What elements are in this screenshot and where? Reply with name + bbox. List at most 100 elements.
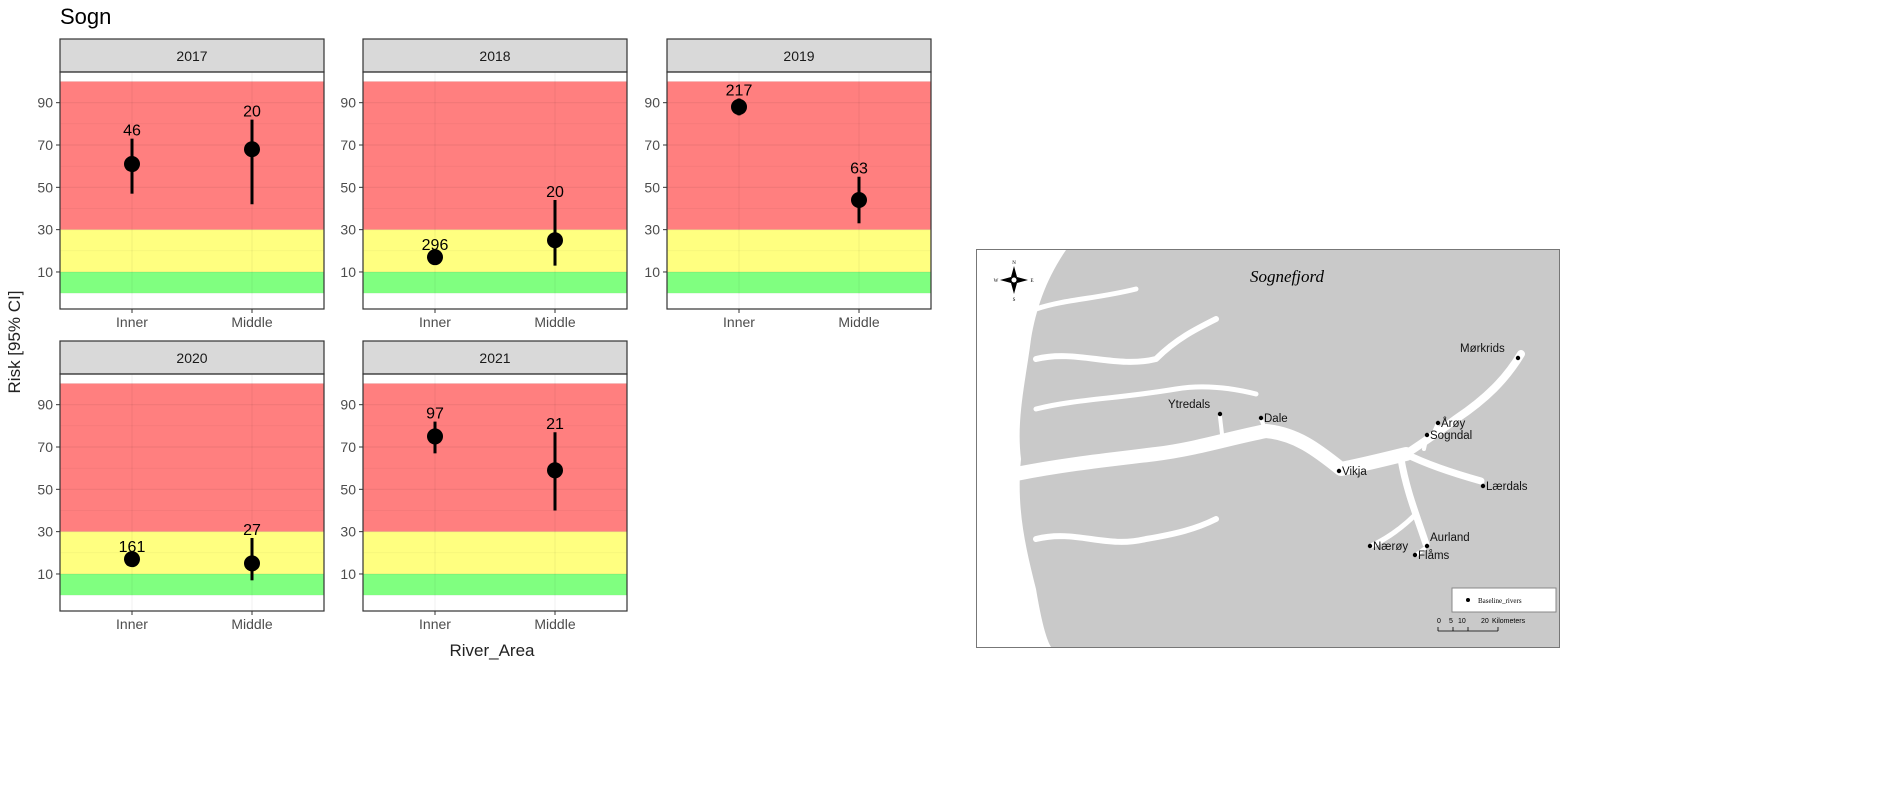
x-tick-label: Middle xyxy=(534,616,575,632)
risk-band xyxy=(363,81,627,230)
facet-panel-2020: Inner Middle 10 30 50 70 90 2020 161 27 xyxy=(37,340,325,632)
facet-strip xyxy=(59,340,325,375)
y-tick-label: 50 xyxy=(37,481,53,497)
data-label: 20 xyxy=(243,104,261,121)
sognefjord-map: N S E W Sognefjord Mørkrids Ytredals Dale Å… xyxy=(976,249,1560,648)
data-point xyxy=(731,98,747,115)
y-tick-label: 70 xyxy=(340,137,356,153)
data-label: 21 xyxy=(546,416,564,433)
river-label: Lærdals xyxy=(1486,481,1528,493)
y-tick-label: 70 xyxy=(340,439,356,455)
x-tick-label: Inner xyxy=(723,314,755,330)
data-label: 296 xyxy=(422,237,449,254)
facet-panel-2018: Inner Middle 10 30 50 70 90 2018 296 20 xyxy=(340,38,628,330)
facet-label: 2019 xyxy=(783,48,814,64)
x-tick-label: Inner xyxy=(116,616,148,632)
river-point xyxy=(1480,483,1486,489)
panel-border xyxy=(59,373,325,612)
river-label: Ytredals xyxy=(1168,399,1210,411)
data-label: 46 xyxy=(123,123,141,140)
svg-text:0: 0 xyxy=(1437,618,1441,625)
y-tick-label: 50 xyxy=(340,481,356,497)
risk-band xyxy=(667,271,931,294)
river-label: Vikja xyxy=(1342,466,1367,478)
x-tick-label: Middle xyxy=(534,314,575,330)
y-tick-label: 30 xyxy=(37,524,53,540)
x-tick-label: Inner xyxy=(419,616,451,632)
risk-band xyxy=(363,229,627,272)
river-label: Mørkrids xyxy=(1460,343,1505,355)
data-label: 63 xyxy=(850,161,868,178)
risk-band xyxy=(60,229,324,272)
svg-text:N: N xyxy=(1012,261,1016,266)
y-tick-label: 10 xyxy=(37,566,53,582)
river-point xyxy=(1412,552,1418,558)
river-point xyxy=(1217,411,1223,417)
y-tick-label: 30 xyxy=(340,222,356,238)
y-tick-label: 70 xyxy=(644,137,660,153)
y-tick-label: 90 xyxy=(37,397,53,413)
facet-strip xyxy=(666,38,932,73)
data-point xyxy=(427,249,443,266)
y-tick-label: 90 xyxy=(37,95,53,111)
river-point xyxy=(1424,543,1430,549)
data-point xyxy=(547,462,563,479)
panel-border xyxy=(362,373,628,612)
y-tick-label: 50 xyxy=(37,179,53,195)
panel-border xyxy=(666,71,932,310)
river-point xyxy=(1367,543,1373,549)
x-axis-label: River_Area xyxy=(449,641,535,660)
river-label: Aurland xyxy=(1430,532,1470,544)
y-tick-label: 10 xyxy=(644,264,660,280)
data-point xyxy=(124,156,140,173)
y-tick-label: 10 xyxy=(340,566,356,582)
data-label: 217 xyxy=(726,82,753,99)
y-tick-label: 50 xyxy=(340,179,356,195)
risk-band xyxy=(363,383,627,532)
river-label: Flåms xyxy=(1418,550,1450,562)
y-tick-label: 30 xyxy=(37,222,53,238)
risk-band xyxy=(60,271,324,294)
river-label: Sogndal xyxy=(1430,430,1472,442)
facet-strip xyxy=(362,38,628,73)
x-tick-label: Inner xyxy=(419,314,451,330)
river-label: Dale xyxy=(1264,413,1288,425)
risk-band xyxy=(667,81,931,230)
facet-panel-2021: Inner Middle 10 30 50 70 90 2021 97 21 xyxy=(340,340,628,632)
svg-text:20: 20 xyxy=(1481,618,1489,625)
svg-text:10: 10 xyxy=(1458,618,1466,625)
svg-text:E: E xyxy=(1030,279,1033,284)
panel-border xyxy=(362,71,628,310)
facet-label: 2021 xyxy=(479,350,510,366)
map-title: Sognefjord xyxy=(1250,267,1324,286)
map-legend: Baseline_rivers xyxy=(1451,587,1557,613)
y-tick-label: 90 xyxy=(644,95,660,111)
x-tick-label: Middle xyxy=(231,314,272,330)
data-label: 161 xyxy=(119,539,146,556)
map-water xyxy=(977,250,1525,647)
data-point xyxy=(851,192,867,209)
y-tick-label: 10 xyxy=(340,264,356,280)
faceted-risk-chart: Sogn River_Area Risk [95% CI] Inner Middl… xyxy=(5,4,932,660)
data-point xyxy=(427,428,443,445)
river-label: Nærøy xyxy=(1373,541,1408,553)
data-label: 27 xyxy=(243,522,261,539)
data-point xyxy=(124,551,140,568)
facet-label: 2020 xyxy=(176,350,207,366)
risk-band xyxy=(60,573,324,596)
data-point xyxy=(244,555,260,572)
river-label: Årøy xyxy=(1441,417,1466,430)
svg-text:S: S xyxy=(1013,298,1016,303)
scale-bar: 0 5 10 20 Kilometers xyxy=(1437,618,1526,632)
risk-band xyxy=(363,531,627,574)
risk-band xyxy=(363,573,627,596)
data-point xyxy=(547,232,563,249)
svg-text:Kilometers: Kilometers xyxy=(1492,618,1526,625)
facet-label: 2017 xyxy=(176,48,207,64)
data-point xyxy=(244,141,260,158)
chart-title: Sogn xyxy=(60,4,111,29)
data-label: 97 xyxy=(426,406,444,423)
y-tick-label: 30 xyxy=(340,524,356,540)
x-tick-label: Inner xyxy=(116,314,148,330)
risk-band xyxy=(60,383,324,532)
